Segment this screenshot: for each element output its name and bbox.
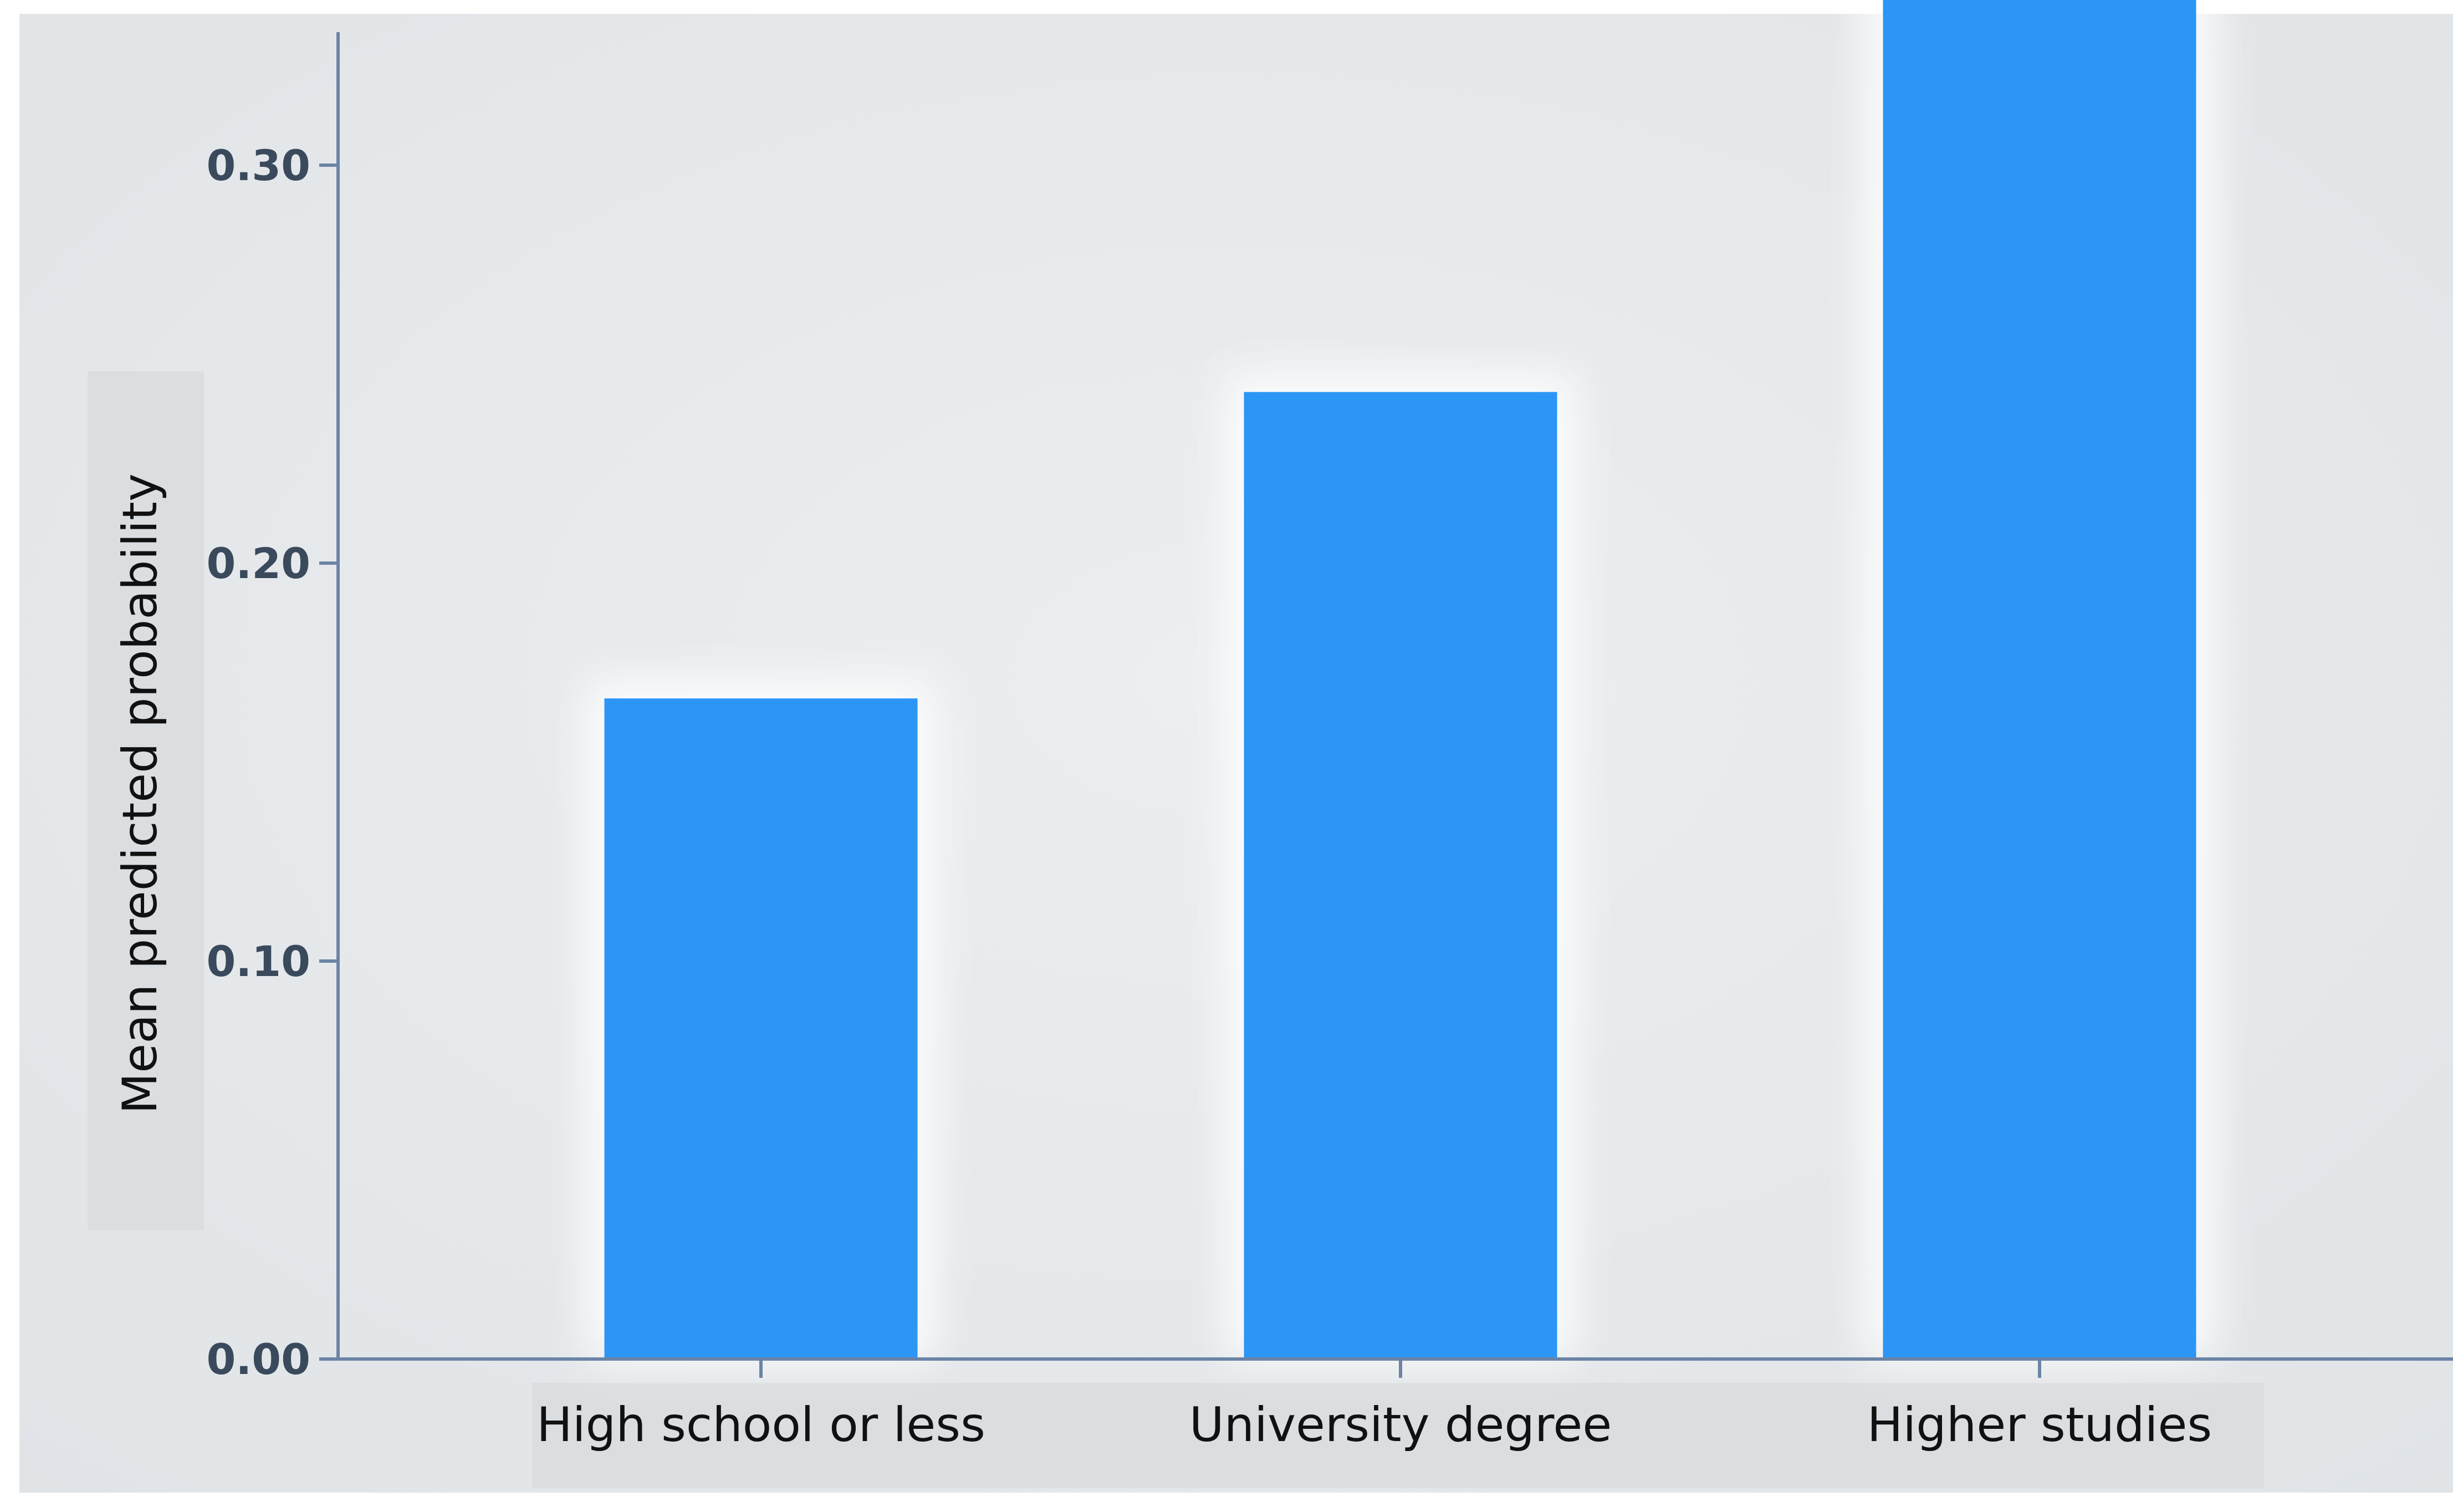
y-axis-title: Mean predicted probability <box>113 473 168 1114</box>
x-tick-label: High school or less <box>536 1397 985 1453</box>
y-tick-label: 0.10 <box>206 937 310 986</box>
bar <box>604 698 918 1359</box>
x-tick-label: Higher studies <box>1867 1397 2212 1453</box>
bar <box>1244 392 1557 1359</box>
y-tick-label: 0.20 <box>206 539 310 588</box>
x-tick-label: University degree <box>1189 1397 1612 1453</box>
y-title-panel <box>88 371 204 1230</box>
x-label-panel <box>532 1383 2264 1488</box>
y-tick-label: 0.30 <box>206 141 310 190</box>
bar <box>1883 0 2196 1359</box>
y-tick-label: 0.00 <box>206 1335 310 1384</box>
